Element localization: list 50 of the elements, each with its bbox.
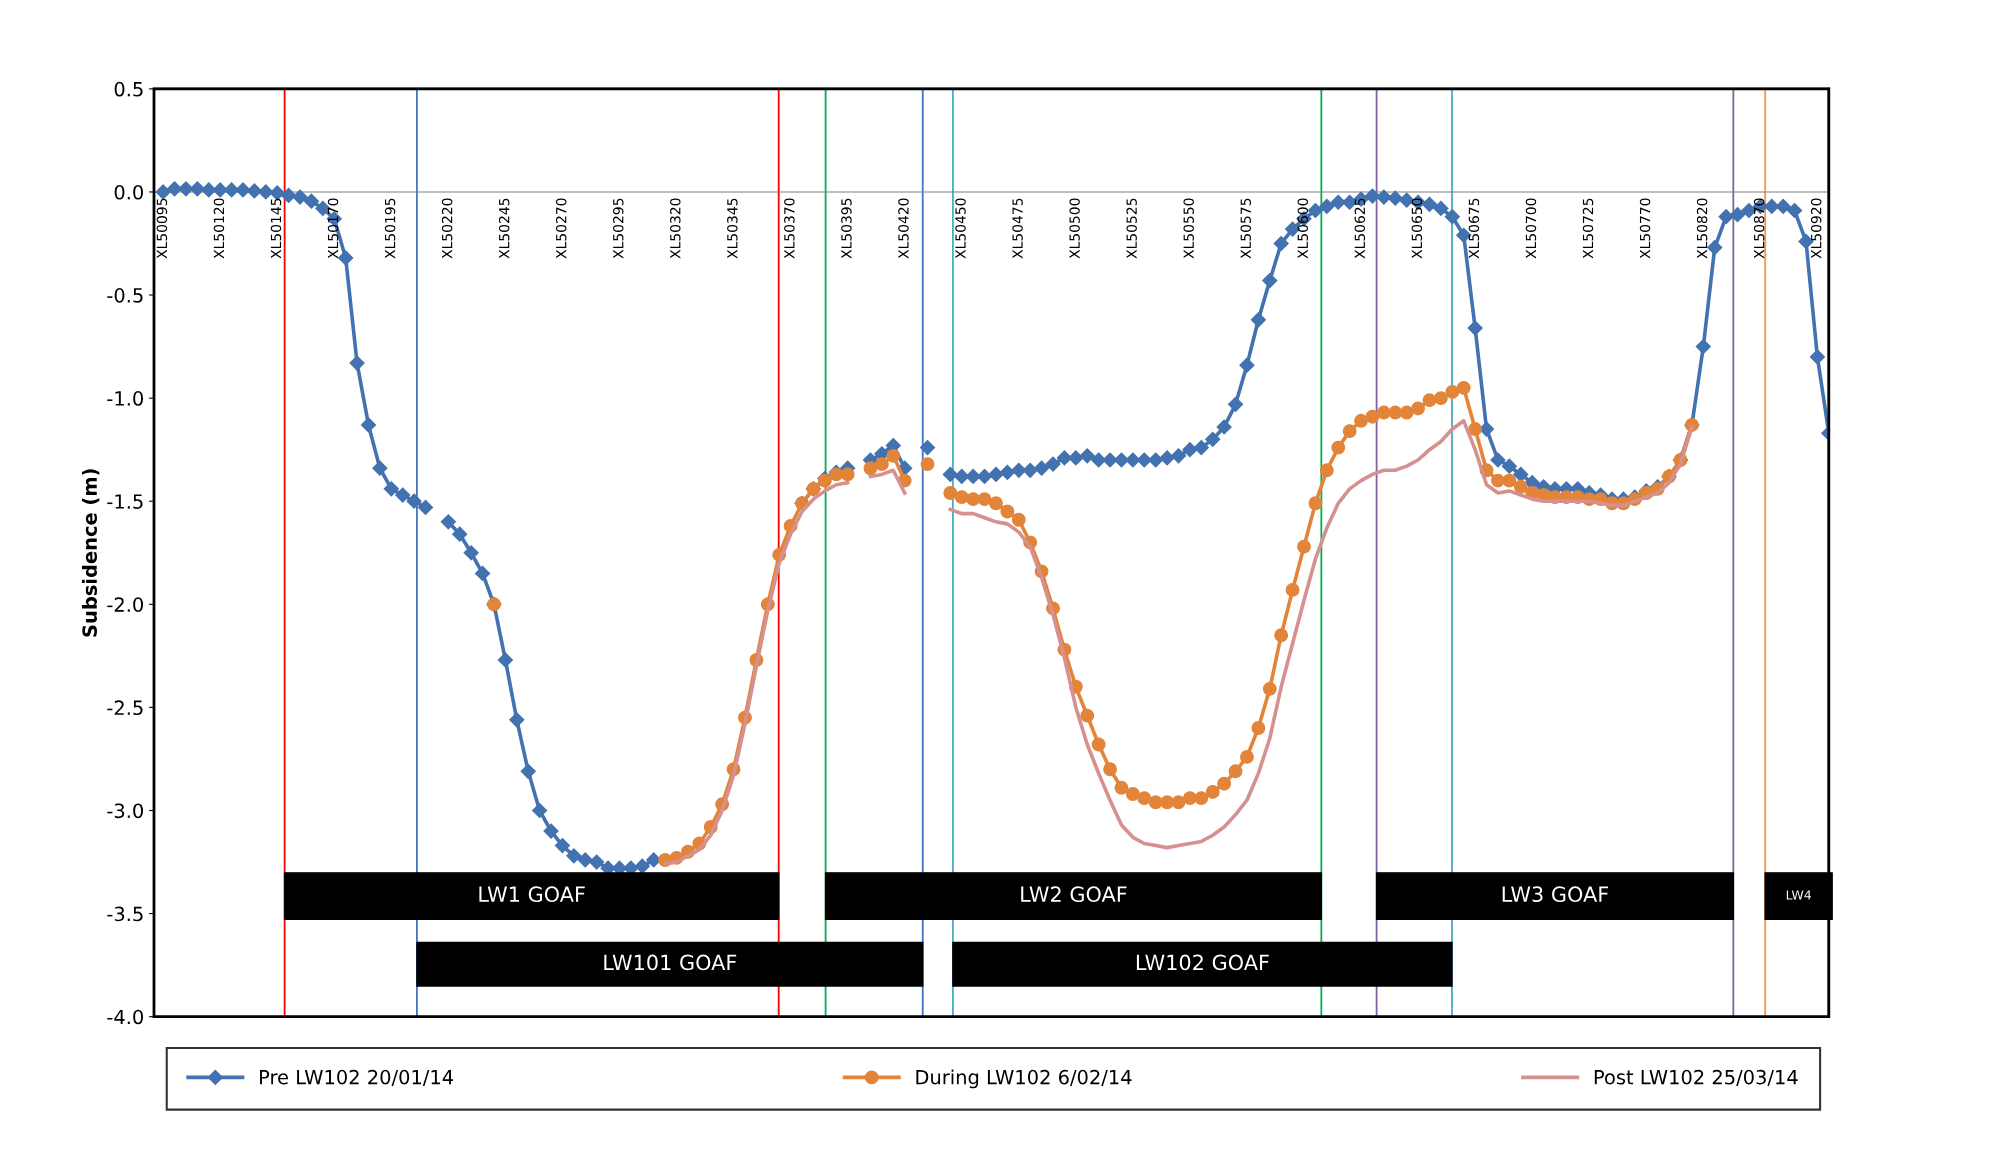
y-tick-label: -1.5: [107, 494, 143, 509]
x-tick-label: XL50145: [270, 198, 282, 259]
y-axis-title: Subsidence (m): [81, 469, 100, 637]
y-tick-label: -2.5: [107, 700, 143, 716]
x-tick-label: XL50870: [1753, 198, 1765, 259]
annotation: LW2 GOAF: [1021, 886, 1127, 903]
x-tick-label: XL50625: [1354, 198, 1366, 259]
x-tick-label: XL50700: [1525, 198, 1537, 259]
y-tick-label: 0.0: [114, 184, 143, 200]
y-tick-label: -1.0: [107, 391, 143, 406]
x-tick-label: XL50220: [441, 198, 453, 259]
y-tick-label: -3.5: [107, 906, 143, 922]
x-tick-label: XL50525: [1126, 198, 1137, 259]
annotation: LW3 GOAF: [1502, 886, 1609, 903]
legend-label: Pre LW102 20/01/14: [260, 1069, 454, 1087]
x-tick-label: XL50295: [613, 198, 624, 259]
annotation: LW1 GOAF: [479, 886, 585, 903]
x-tick-label: XL50370: [784, 198, 795, 259]
annotation: LW101 GOAF: [604, 954, 737, 971]
x-tick-label: XL50450: [955, 198, 966, 259]
y-tick-label: -0.5: [107, 288, 143, 303]
annotation: LW102 GOAF: [1136, 954, 1269, 971]
x-tick-label: XL50650: [1411, 198, 1423, 259]
x-tick-label: XL50675: [1468, 198, 1480, 259]
y-tick-label: -3.0: [107, 803, 143, 819]
x-tick-label: XL50270: [555, 198, 567, 259]
x-tick-label: XL50120: [213, 198, 225, 259]
annotation: LW4: [1786, 890, 1812, 900]
x-tick-label: XL50575: [1240, 198, 1251, 259]
x-tick-label: XL50550: [1183, 198, 1194, 259]
legend-label: Post LW102 25/03/14: [1594, 1069, 1798, 1087]
x-tick-label: XL50345: [727, 198, 738, 259]
x-tick-label: XL50820: [1696, 198, 1708, 259]
x-tick-label: XL50195: [384, 198, 396, 259]
x-tick-label: XL50320: [670, 198, 681, 259]
legend-label: During LW102 6/02/14: [916, 1069, 1132, 1089]
x-tick-label: XL50095: [156, 198, 168, 259]
x-tick-label: XL50420: [898, 198, 909, 259]
y-tick-label: -2.0: [107, 597, 143, 612]
x-tick-label: XL50245: [498, 198, 510, 259]
x-tick-label: XL50475: [1012, 198, 1023, 259]
x-tick-label: XL50500: [1069, 198, 1080, 259]
x-tick-label: XL50600: [1297, 198, 1309, 259]
x-tick-label: XL50170: [327, 198, 339, 259]
x-tick-label: XL50920: [1810, 198, 1822, 259]
y-tick-label: 0.5: [114, 81, 143, 97]
x-tick-label: XL50395: [841, 198, 852, 259]
y-tick-label: -4.0: [107, 1009, 143, 1025]
x-tick-label: XL50725: [1582, 198, 1594, 259]
x-tick-label: XL50770: [1639, 198, 1651, 259]
